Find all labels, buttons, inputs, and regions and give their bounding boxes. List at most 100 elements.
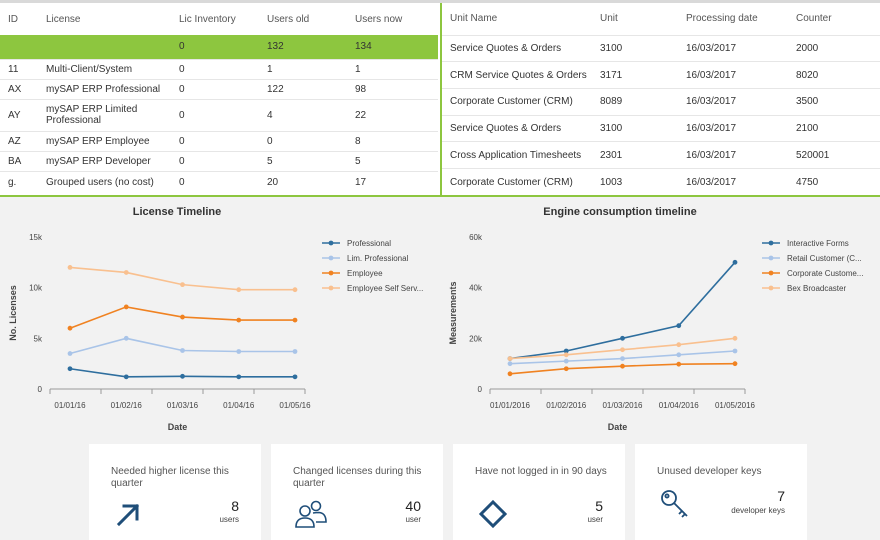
table-row[interactable]: Corporate Customer (CRM) 1003 16/03/2017 47… (441, 167, 880, 196)
data-point[interactable] (732, 361, 738, 367)
col-header-id[interactable]: ID (8, 13, 18, 25)
legend-item[interactable]: Bex Broadcaster (762, 284, 846, 293)
data-point[interactable] (563, 366, 569, 372)
table-row[interactable]: AZ mySAP ERP Employee 0 0 8 (0, 130, 438, 151)
data-point[interactable] (67, 351, 73, 356)
x-tick-label: 01/03/2016 (602, 401, 643, 410)
series-line (509, 261, 736, 360)
data-point[interactable] (732, 259, 738, 265)
col-header-counter[interactable]: Counter (796, 13, 832, 25)
cell-counter: 2100 (788, 114, 880, 142)
data-point[interactable] (123, 270, 129, 275)
cell-license: mySAP ERP Limited Professional (38, 98, 171, 131)
card-changed-licenses[interactable]: Changed licenses during this quarter 40 … (271, 444, 443, 540)
cell-lic-inventory: 0 (171, 98, 259, 131)
legend-swatch-dot (328, 285, 334, 291)
cell-id: AY (0, 98, 38, 131)
table-row[interactable]: Service Quotes & Orders 3100 16/03/2017 200… (441, 34, 880, 62)
y-tick-label: 5k (34, 334, 43, 343)
table-row-highlight[interactable]: 0 132 134 (0, 35, 438, 59)
col-header-license[interactable]: License (46, 13, 81, 25)
data-point[interactable] (180, 348, 185, 353)
data-point[interactable] (620, 363, 625, 369)
data-point[interactable] (563, 352, 569, 358)
data-point[interactable] (676, 352, 682, 358)
legend-item[interactable]: Employee Self Serv... (322, 284, 423, 293)
card-value: 5 (595, 498, 603, 514)
table-row[interactable]: Corporate Customer (CRM) 8089 16/03/2017 35… (441, 87, 880, 116)
data-point[interactable] (236, 317, 242, 323)
data-point[interactable] (292, 287, 298, 293)
card-higher-license[interactable]: Needed higher license this quarter 8 use… (89, 444, 261, 540)
col-header-lic-inventory[interactable]: Lic Inventory (179, 13, 236, 25)
data-point[interactable] (563, 348, 569, 354)
col-header-users-old[interactable]: Users old (267, 13, 310, 25)
cell-processing-date: 16/03/2017 (678, 114, 788, 142)
y-tick-label: 15k (29, 233, 43, 242)
data-point[interactable] (563, 358, 569, 364)
cell-license: Grouped users (no cost) (38, 170, 171, 193)
license-timeline-chart: 0 5k 10k 15k 01/01/16 01/02/16 01/03/16 01/04/1… (8, 233, 423, 432)
cell-unit-name: CRM Service Quotes & Orders (441, 61, 592, 89)
x-tick-label: 01/02/16 (111, 401, 143, 410)
license-table: ID License Lic Inventory Users old Users… (0, 3, 438, 193)
table-row[interactable]: g. Grouped users (no cost) 0 20 17 (0, 170, 438, 193)
table-row[interactable]: Service Quotes & Orders 3100 16/03/2017 210… (441, 114, 880, 142)
data-point[interactable] (292, 374, 298, 380)
legend-item[interactable]: Professional (322, 239, 391, 248)
data-point[interactable] (292, 349, 298, 354)
x-tick-label: 01/05/16 (279, 401, 311, 410)
data-point[interactable] (123, 335, 129, 341)
data-point[interactable] (180, 373, 185, 379)
data-point[interactable] (180, 314, 185, 320)
engine-consumption-chart: 0 20k 40k 60k 01/01/2016 01/02/2016 01/03/2016… (448, 233, 863, 432)
data-point[interactable] (123, 374, 129, 380)
data-point[interactable] (676, 361, 682, 367)
col-header-users-now[interactable]: Users now (355, 13, 403, 25)
legend-item[interactable]: Employee (322, 269, 383, 278)
col-header-unit[interactable]: Unit (600, 13, 618, 25)
data-point[interactable] (292, 317, 298, 323)
cell-unit-name: Service Quotes & Orders (441, 34, 592, 62)
data-point[interactable] (236, 349, 242, 354)
card-unused-dev-keys[interactable]: Unused developer keys 7 developer keys (635, 444, 807, 540)
data-point[interactable] (620, 335, 625, 341)
data-point[interactable] (507, 361, 513, 367)
legend-item[interactable]: Retail Customer (C... (762, 254, 862, 263)
table-row[interactable]: AY mySAP ERP Limited Professional 0 4 22 (0, 98, 438, 131)
data-point[interactable] (67, 325, 73, 331)
data-point[interactable] (123, 304, 129, 310)
legend-item[interactable]: Lim. Professional (322, 254, 409, 263)
data-point[interactable] (732, 348, 738, 354)
data-point[interactable] (180, 282, 185, 288)
cell-processing-date: 16/03/2017 (678, 167, 788, 196)
x-tick-label: 01/01/2016 (490, 401, 531, 410)
data-point[interactable] (67, 265, 73, 270)
data-point[interactable] (732, 335, 738, 341)
table-row[interactable]: BA mySAP ERP Developer 0 5 5 (0, 150, 438, 171)
data-point[interactable] (236, 374, 242, 380)
data-point[interactable] (67, 366, 73, 372)
data-point[interactable] (507, 371, 513, 377)
legend-item[interactable]: Corporate Custome... (762, 269, 863, 278)
table-row[interactable]: AX mySAP ERP Professional 0 122 98 (0, 78, 438, 99)
y-tick-label: 0 (38, 385, 43, 394)
legend-label: Employee (347, 269, 383, 278)
cell-processing-date: 16/03/2017 (678, 34, 788, 62)
data-point[interactable] (507, 356, 513, 361)
col-header-processing-date[interactable]: Processing date (686, 13, 758, 25)
legend-item[interactable]: Interactive Forms (762, 239, 849, 248)
data-point[interactable] (676, 323, 682, 329)
table-row[interactable]: 11 Multi-Client/System 0 1 1 (0, 58, 438, 79)
data-point[interactable] (676, 342, 682, 348)
table-row[interactable]: CRM Service Quotes & Orders 3171 16/03/201… (441, 61, 880, 89)
data-point[interactable] (236, 287, 242, 293)
cell-users-now: 98 (347, 78, 438, 99)
data-point[interactable] (620, 356, 625, 361)
table-row[interactable]: Cross Application Timesheets 2301 16/03/20… (441, 141, 880, 169)
legend-label: Employee Self Serv... (347, 284, 423, 293)
col-header-unit-name[interactable]: Unit Name (450, 13, 498, 25)
data-point[interactable] (620, 347, 625, 353)
card-not-logged-in[interactable]: Have not logged in in 90 days 5 user (453, 444, 625, 540)
cell-users-old: 4 (259, 98, 347, 131)
